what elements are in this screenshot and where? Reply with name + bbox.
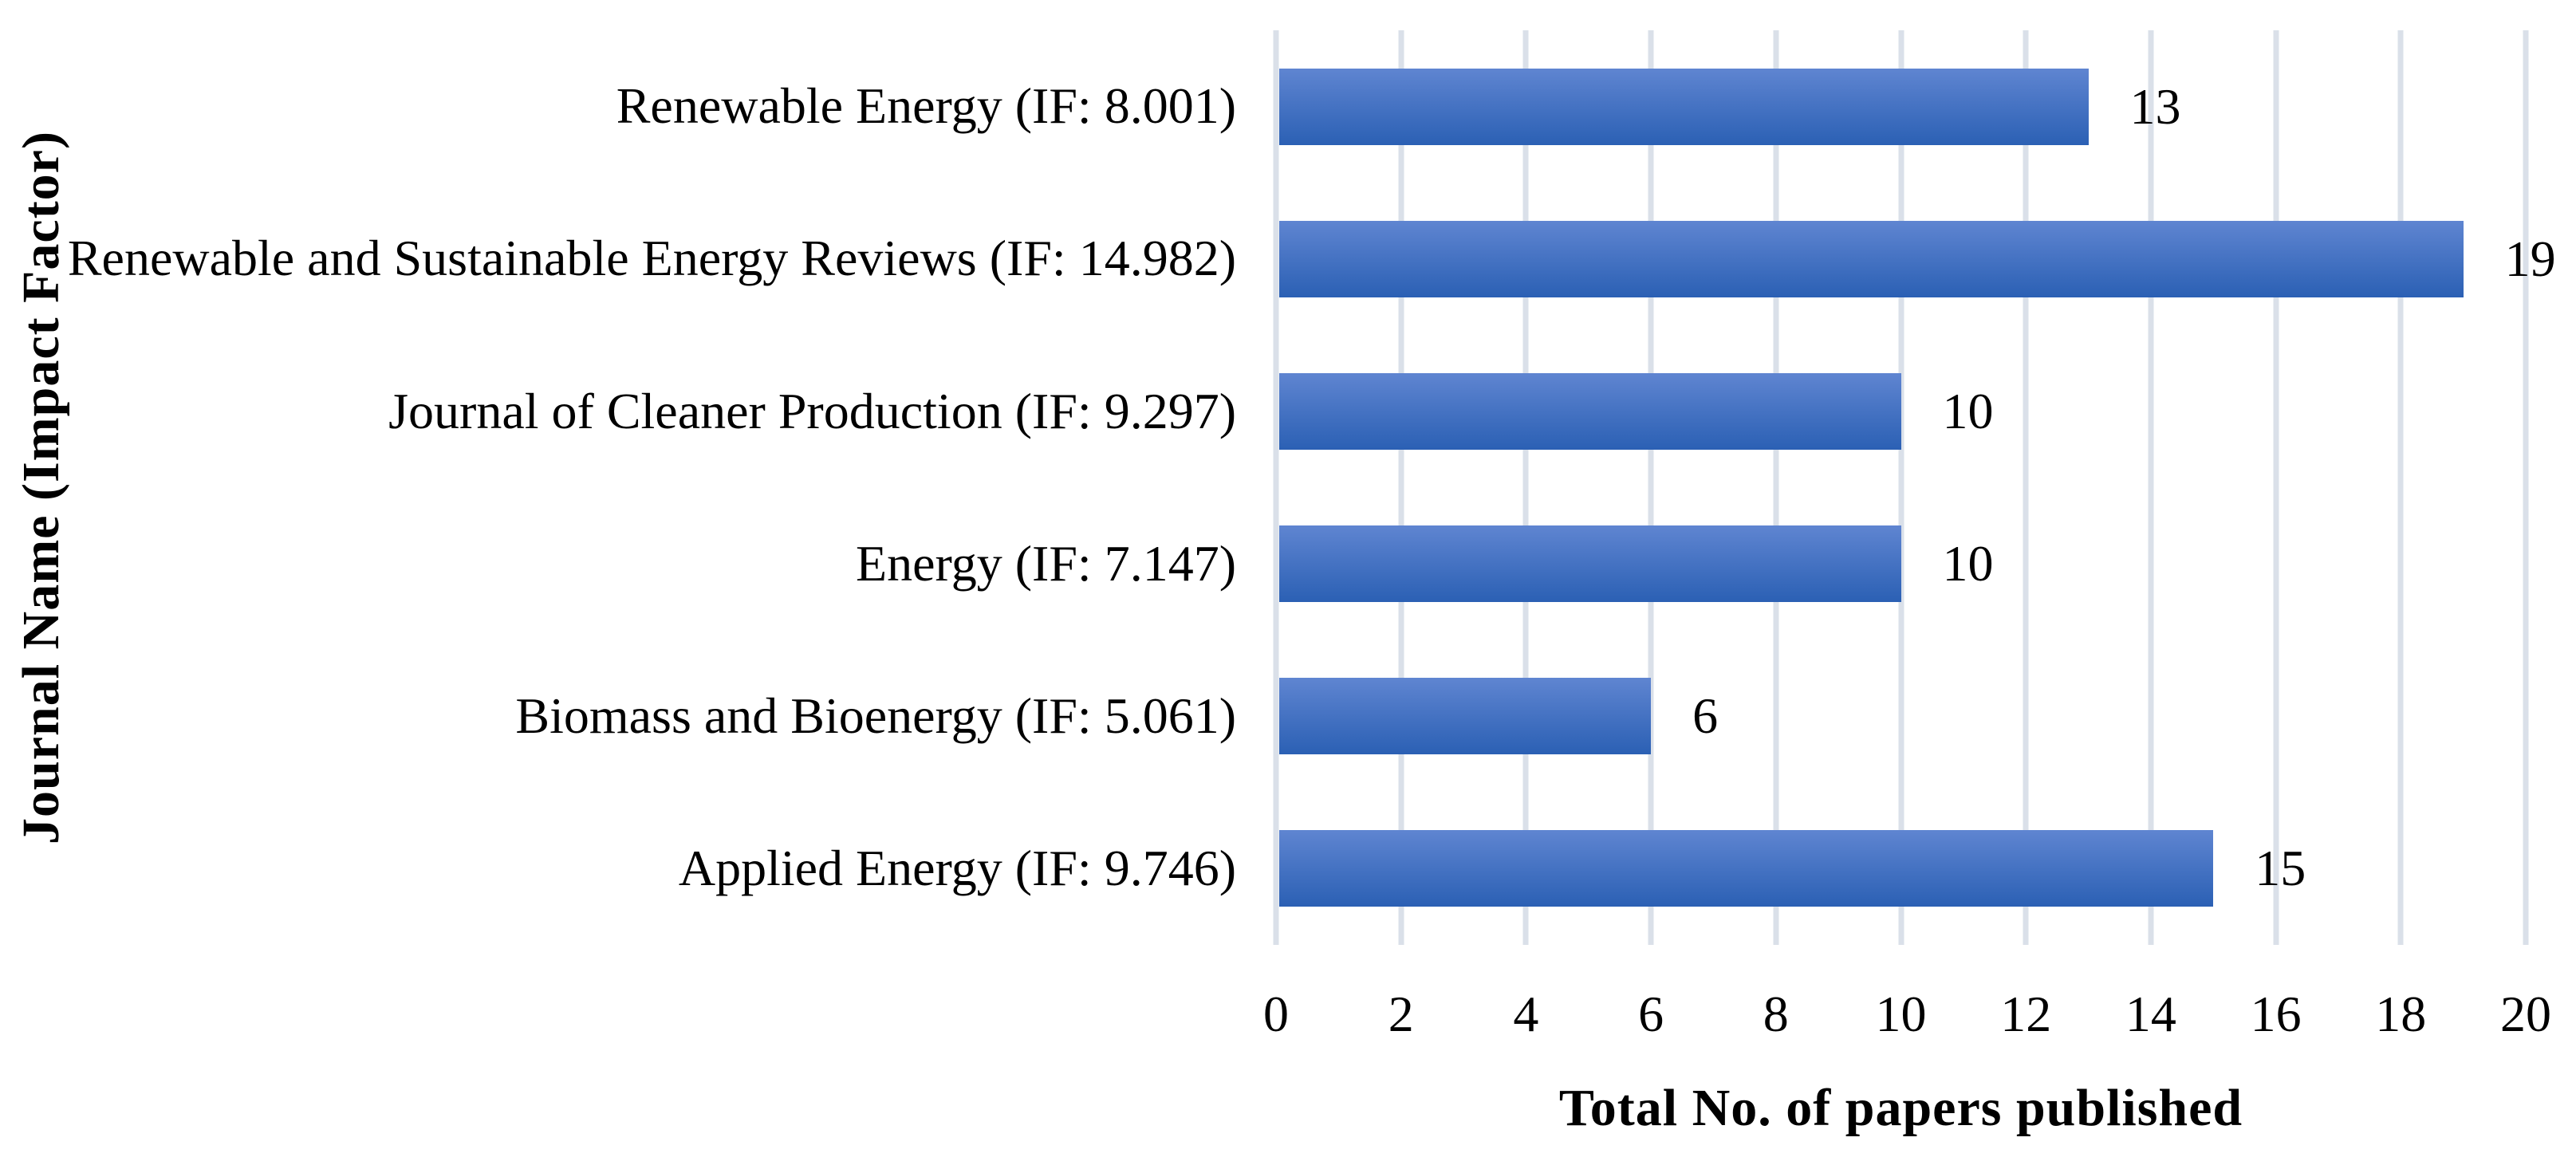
x-tick-label: 20 [2500, 986, 2551, 1042]
bar-value-label: 6 [1692, 687, 1719, 745]
bar [1279, 830, 2214, 907]
bar-value-label: 13 [2129, 77, 2181, 135]
gridline [2148, 30, 2154, 945]
bar [1279, 372, 1901, 450]
plot-area: 13 19 10 10 6 15 [1273, 30, 2556, 945]
category-label: Renewable Energy (IF: 8.001) [616, 77, 1236, 135]
category-axis-labels: Renewable Energy (IF: 8.001) Renewable an… [64, 30, 1236, 945]
category-label: Energy (IF: 7.147) [856, 534, 1236, 592]
x-tick-label: 18 [2375, 986, 2427, 1042]
bar [1279, 525, 1901, 603]
bar-value-label: 19 [2504, 230, 2556, 287]
gridline [2523, 30, 2529, 945]
gridline [1522, 30, 1529, 945]
category-label: Biomass and Bioenergy (IF: 5.061) [515, 687, 1236, 744]
x-tick-label: 10 [1875, 986, 1927, 1042]
bar-row: 10 [1276, 372, 2526, 450]
gridline [1773, 30, 1779, 945]
bar-row: 19 [1276, 220, 2556, 297]
x-tick-label: 14 [2125, 986, 2176, 1042]
bar-row: 13 [1276, 68, 2526, 145]
bar-row: 10 [1276, 525, 2526, 603]
x-tick-label: 8 [1763, 986, 1789, 1042]
category-label: Renewable and Sustainable Energy Reviews… [67, 230, 1236, 287]
gridline [1648, 30, 1654, 945]
x-tick-label: 16 [2250, 986, 2302, 1042]
bar [1279, 68, 2089, 145]
x-tick-label: 6 [1638, 986, 1664, 1042]
bar-value-label: 10 [1942, 382, 1994, 439]
bar-row: 15 [1276, 830, 2526, 907]
bar [1279, 220, 2464, 297]
category-label: Journal of Cleaner Production (IF: 9.297… [388, 382, 1236, 439]
gridline [1898, 30, 1904, 945]
x-tick-label: 0 [1263, 986, 1289, 1042]
bar-value-label: 10 [1942, 535, 1994, 592]
gridline [2273, 30, 2279, 945]
x-tick-label: 4 [1513, 986, 1539, 1042]
gridline [2397, 30, 2404, 945]
x-tick-label: 12 [2000, 986, 2052, 1042]
bar-value-label: 15 [2255, 840, 2306, 897]
gridline [1398, 30, 1404, 945]
bar-row: 6 [1276, 678, 2526, 755]
gridline [1273, 30, 1279, 945]
category-label: Applied Energy (IF: 9.746) [678, 840, 1236, 897]
gridline [2023, 30, 2029, 945]
x-tick-label: 2 [1388, 986, 1414, 1042]
x-axis-title: Total No. of papers published [1558, 1079, 2243, 1137]
bar [1279, 678, 1652, 755]
